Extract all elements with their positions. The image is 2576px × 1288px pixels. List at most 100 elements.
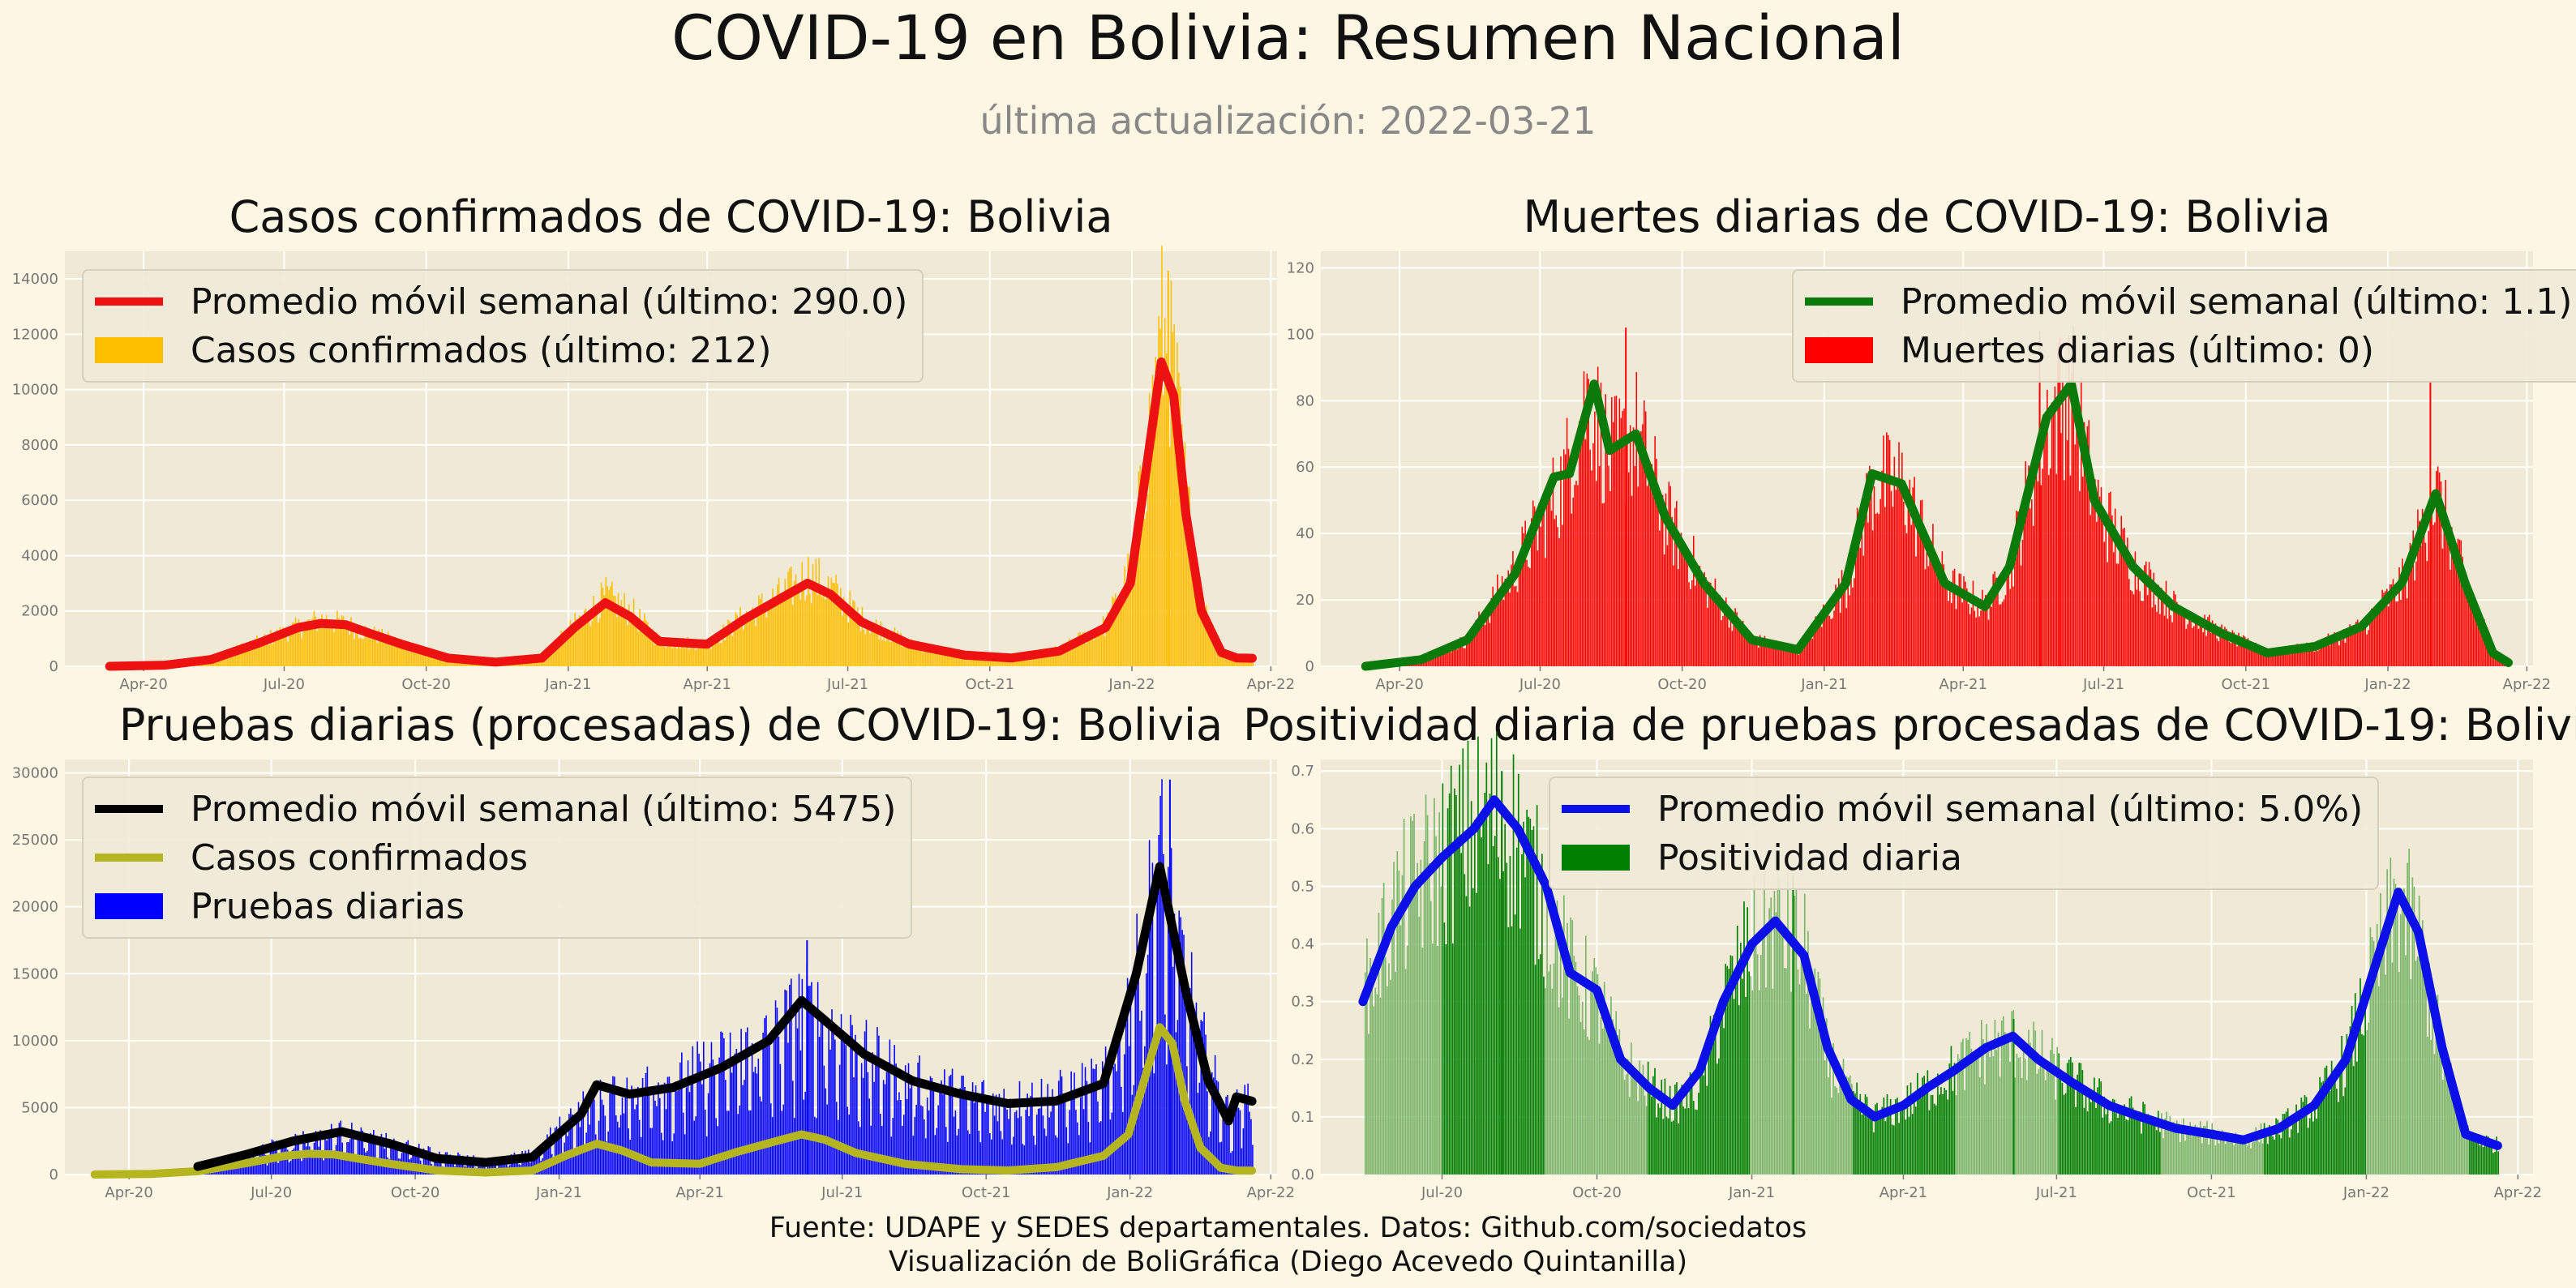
bar	[1173, 324, 1175, 666]
bar	[1588, 379, 1589, 666]
bar	[745, 610, 748, 666]
bar	[1139, 465, 1142, 666]
bar	[2162, 1138, 2164, 1175]
bar	[2317, 651, 2318, 666]
bar	[1180, 386, 1181, 666]
bar	[1214, 1055, 1216, 1175]
bar	[2360, 978, 2361, 1175]
bar	[1832, 1043, 1834, 1175]
bar	[2344, 642, 2347, 666]
bar	[2017, 1058, 2020, 1175]
bar	[731, 636, 734, 666]
bar	[926, 1098, 928, 1175]
y-tick-label: 0	[49, 658, 58, 675]
bar	[1714, 578, 1717, 666]
bar	[2163, 615, 2166, 666]
bar	[1100, 627, 1103, 666]
legend-label: Promedio móvil semanal (último: 1.1)	[1901, 280, 2573, 323]
bar	[2012, 586, 2014, 666]
bar	[2199, 621, 2201, 666]
bar	[682, 637, 684, 666]
x-tick-label: Apr-22	[2503, 676, 2551, 693]
bar	[2440, 1040, 2442, 1175]
bar	[1606, 431, 1608, 666]
bar	[722, 1032, 723, 1175]
bar	[966, 1098, 967, 1175]
bar	[315, 616, 317, 666]
bar	[1150, 451, 1152, 666]
bar	[2048, 1062, 2050, 1175]
bar	[2295, 1104, 2297, 1175]
bar	[1946, 587, 1948, 666]
bar	[639, 609, 641, 666]
bar	[591, 621, 593, 666]
bar	[2425, 960, 2427, 1175]
bar	[1170, 280, 1172, 666]
bar	[1683, 558, 1686, 666]
bar	[971, 1082, 974, 1175]
y-tick-label: 0.1	[1291, 1109, 1314, 1126]
bar	[729, 1032, 731, 1175]
bar	[1849, 595, 1850, 666]
bar	[2368, 1022, 2370, 1175]
bar	[2226, 628, 2227, 666]
bar	[986, 656, 988, 666]
bar	[2387, 606, 2390, 666]
bar	[1133, 544, 1135, 666]
bar	[1064, 1099, 1066, 1175]
bar	[2069, 1056, 2072, 1175]
bar	[1144, 1046, 1146, 1175]
bar	[1070, 1071, 1072, 1175]
bar	[1384, 956, 1387, 1175]
bar	[1018, 658, 1021, 666]
legend-swatch	[1562, 845, 1630, 871]
bar	[1166, 1064, 1168, 1175]
bar	[1148, 393, 1151, 666]
bar	[645, 1072, 647, 1175]
bar	[2044, 1080, 2047, 1175]
bar	[829, 588, 831, 666]
bar	[2218, 1143, 2220, 1175]
bar	[1978, 616, 1980, 666]
bar	[1991, 1046, 1993, 1175]
bar	[2255, 1127, 2257, 1175]
bar	[1250, 661, 1253, 666]
bar	[1015, 1110, 1018, 1175]
bar	[1163, 395, 1164, 666]
bar	[1022, 656, 1024, 666]
bar	[1470, 640, 1472, 666]
bar	[894, 627, 896, 666]
bar	[521, 1151, 523, 1175]
x-tick-label: Apr-21	[675, 1184, 723, 1201]
bar	[1484, 792, 1486, 1175]
bar	[991, 657, 993, 666]
bar	[1811, 997, 1812, 1175]
bar	[2211, 1123, 2214, 1175]
bar	[1523, 533, 1525, 666]
bar	[1595, 967, 1597, 1175]
bar	[676, 1091, 678, 1175]
bar	[1187, 486, 1189, 666]
bar	[1802, 649, 1804, 666]
bar	[293, 623, 295, 666]
bar	[2145, 561, 2147, 666]
bar	[301, 1161, 302, 1175]
bar	[342, 616, 345, 666]
bar	[1639, 433, 1640, 666]
bar	[753, 610, 755, 666]
bar	[798, 973, 800, 1175]
bar	[2431, 511, 2432, 666]
bar	[1141, 505, 1142, 666]
bar	[2454, 543, 2456, 666]
bar	[714, 640, 717, 666]
bar	[1965, 581, 1966, 666]
bar	[2129, 589, 2132, 666]
bar	[889, 642, 891, 666]
bar	[2341, 640, 2343, 666]
bar	[2167, 1121, 2170, 1175]
bar	[1747, 907, 1748, 1175]
bar	[2314, 1098, 2316, 1175]
bar	[359, 637, 362, 666]
bar	[371, 1134, 373, 1175]
bar	[1797, 969, 1799, 1175]
